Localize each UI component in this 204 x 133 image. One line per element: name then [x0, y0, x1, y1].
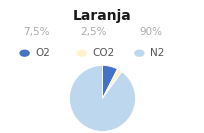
Wedge shape — [102, 65, 117, 98]
Text: 90%: 90% — [139, 27, 161, 37]
Text: 2,5%: 2,5% — [80, 27, 106, 37]
Text: CO2: CO2 — [92, 48, 114, 58]
Text: N2: N2 — [149, 48, 164, 58]
Text: O2: O2 — [35, 48, 50, 58]
Wedge shape — [69, 65, 135, 131]
Text: 7,5%: 7,5% — [22, 27, 49, 37]
Wedge shape — [102, 69, 121, 98]
Text: Laranja: Laranja — [73, 9, 131, 23]
